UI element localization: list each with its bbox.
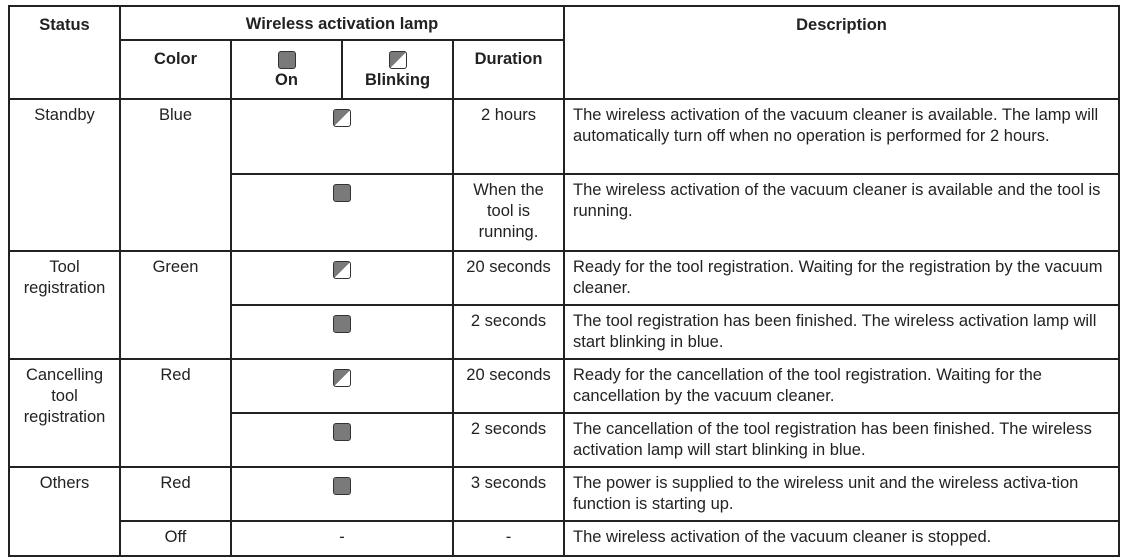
lamp-cell — [230, 358, 454, 414]
status-cell: Cancelling tool registration — [8, 358, 121, 468]
color-cell: Red — [119, 358, 232, 468]
table-row: Others Red 3 seconds The power is suppli… — [8, 466, 1120, 557]
lamp-on-icon — [277, 50, 296, 69]
table-row: When the tool is running. The wireless a… — [9, 173, 1120, 252]
header-on: On — [230, 39, 343, 100]
lamp-cell — [230, 412, 454, 468]
color-cell: Blue — [119, 98, 232, 252]
table-row: Off - - The wireless activation of the v… — [9, 520, 1120, 557]
lamp-cell — [230, 173, 454, 252]
lamp-cell — [230, 466, 454, 522]
header-lamp: Wireless activation lamp — [119, 5, 565, 41]
description-cell: The wireless activation of the vacuum cl… — [563, 173, 1120, 252]
lamp-blinking-icon — [333, 260, 351, 279]
header-duration: Duration — [452, 39, 565, 100]
duration-cell: 20 seconds — [452, 250, 565, 306]
description-cell: Ready for the tool registration. Waiting… — [563, 250, 1120, 306]
table-row: 2 seconds The tool registration has been… — [9, 304, 1120, 360]
description-cell: The power is supplied to the wireless un… — [563, 466, 1120, 522]
lamp-cell — [230, 304, 454, 360]
description-cell: The tool registration has been finished.… — [563, 304, 1120, 360]
header-description: Description — [563, 5, 1120, 100]
blinking-label: Blinking — [364, 71, 431, 89]
duration-cell: 3 seconds — [452, 466, 565, 522]
duration-cell: When the tool is running. — [452, 173, 565, 252]
table-row: Cancelling tool registration Red 20 seco… — [8, 358, 1120, 468]
on-label: On — [275, 71, 298, 89]
description-cell: The wireless activation of the vacuum cl… — [563, 520, 1120, 557]
lamp-blinking-icon — [388, 50, 407, 69]
lamp-on-icon — [333, 476, 351, 495]
status-cell: Tool registration — [8, 250, 121, 360]
table-row: 2 seconds The cancellation of the tool r… — [9, 412, 1120, 468]
description-cell: The cancellation of the tool registratio… — [563, 412, 1120, 468]
lamp-on-icon — [333, 314, 351, 333]
duration-cell: 20 seconds — [452, 358, 565, 414]
lamp-on-icon — [333, 422, 351, 441]
status-cell: Others — [8, 466, 121, 557]
duration-cell: 2 seconds — [452, 412, 565, 468]
table-row: Tool registration Green 20 seconds Ready… — [8, 250, 1120, 360]
lamp-cell: - — [230, 520, 454, 557]
status-cell: Standby — [8, 98, 121, 252]
header-status: Status — [8, 5, 121, 100]
duration-cell: 2 hours — [452, 98, 565, 175]
duration-cell: 2 seconds — [452, 304, 565, 360]
color-cell: Red — [119, 466, 232, 522]
description-cell: Ready for the cancellation of the tool r… — [563, 358, 1120, 414]
lamp-cell — [230, 98, 454, 175]
duration-cell: - — [452, 520, 565, 557]
header-color: Color — [119, 39, 232, 100]
lamp-on-icon — [333, 183, 351, 202]
table-row: Standby Blue 2 hours The wireless activa… — [8, 98, 1120, 252]
lamp-cell — [230, 250, 454, 306]
header-blinking: Blinking — [341, 39, 454, 100]
color-cell: Green — [119, 250, 232, 360]
lamp-status-table: Status Wireless activation lamp Descript… — [8, 5, 1120, 557]
color-cell: Off — [119, 520, 232, 557]
description-cell: The wireless activation of the vacuum cl… — [563, 98, 1120, 175]
lamp-blinking-icon — [333, 368, 351, 387]
lamp-blinking-icon — [333, 108, 351, 127]
